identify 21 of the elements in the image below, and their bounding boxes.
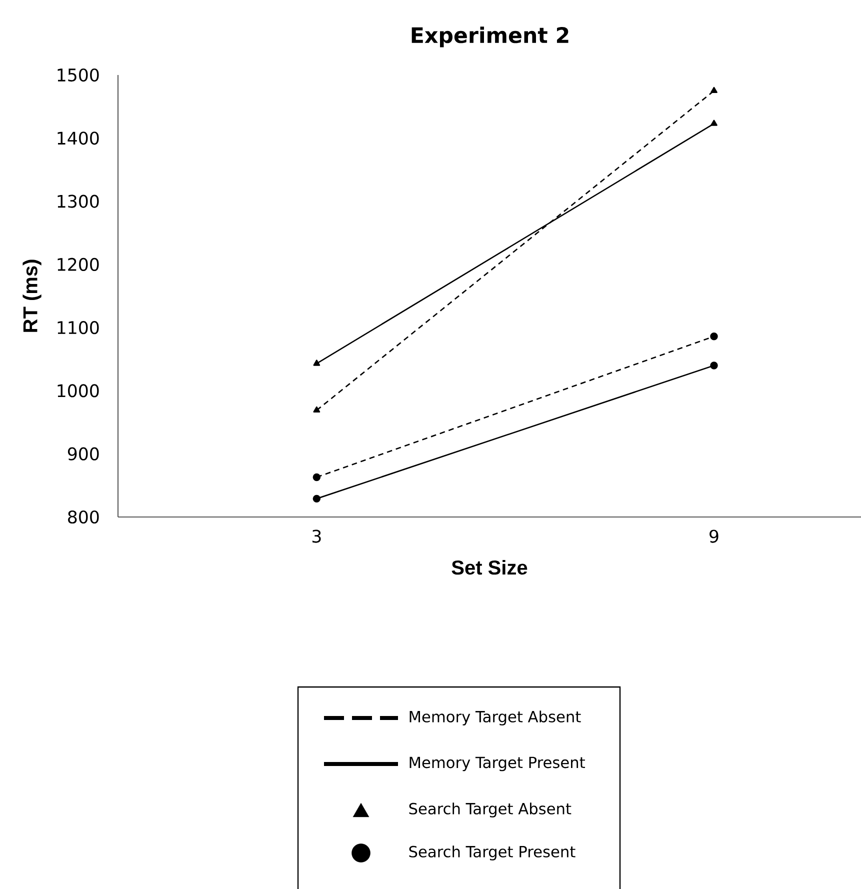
y-tick-label: 1100: [58, 321, 99, 334]
y-tick-label: 1400: [58, 132, 99, 145]
x-axis-title: Set Size: [452, 560, 528, 575]
y-tick-label: 1200: [58, 258, 99, 271]
y-tick-label: 1500: [58, 68, 99, 82]
y-tick-label: 800: [68, 510, 99, 524]
point: [710, 332, 718, 340]
x-tick-label: 9: [710, 530, 718, 543]
text: Memory Target Present: [410, 756, 585, 772]
y-axis-title: RT (ms): [22, 260, 42, 332]
chart-title: Experiment 2: [412, 26, 568, 48]
text: Search Target Present: [409, 846, 576, 860]
text: Memory Target Absent: [410, 710, 581, 726]
point: [710, 362, 718, 370]
point: [312, 494, 321, 503]
y-tick-label: 900: [68, 447, 99, 460]
text: Search Target Absent: [409, 802, 572, 818]
point: [312, 473, 321, 482]
y-tick-label: 1000: [58, 384, 99, 398]
x-tick-label: 3: [312, 530, 321, 543]
y-tick-label: 1300: [58, 194, 99, 208]
